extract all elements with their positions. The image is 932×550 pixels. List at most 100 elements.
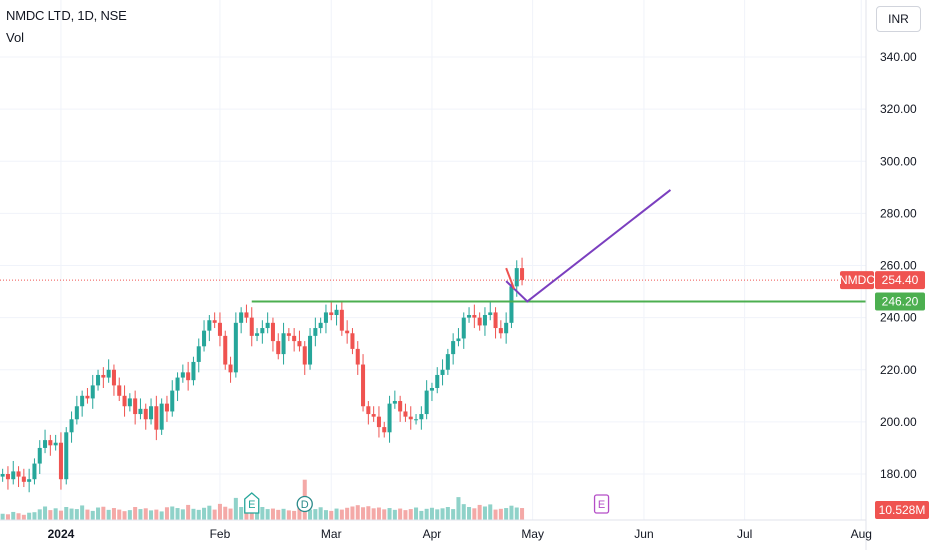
candle-body xyxy=(270,322,275,342)
volume-bar xyxy=(435,509,440,520)
dividend-marker[interactable] xyxy=(296,495,313,513)
earnings-marker-upcoming[interactable] xyxy=(593,494,610,514)
time-tick-label: Mar xyxy=(321,527,342,541)
volume-bar xyxy=(260,507,265,520)
time-tick-label: May xyxy=(521,527,544,541)
marker-letter: E xyxy=(598,499,605,511)
price-tick-label: 220.00 xyxy=(880,363,917,377)
candle-body xyxy=(149,406,154,420)
volume-bar xyxy=(419,510,424,520)
price-tick-label: 240.00 xyxy=(880,311,917,325)
volume-bar xyxy=(339,509,344,520)
volume-bar xyxy=(228,508,233,520)
candle-body xyxy=(276,341,281,355)
candle-body xyxy=(90,385,95,399)
symbol-title[interactable]: NMDC LTD, 1D, NSE xyxy=(6,8,127,23)
candle-body xyxy=(456,338,461,342)
candle-body xyxy=(58,442,63,480)
candle-body xyxy=(467,315,472,318)
candle-body xyxy=(255,333,260,336)
volume-bar xyxy=(90,510,95,520)
volume-bar xyxy=(292,510,297,520)
volume-bar xyxy=(456,497,461,520)
volume-bar xyxy=(117,509,122,520)
volume-bar xyxy=(58,510,63,520)
candle-body xyxy=(292,335,297,342)
projection-line[interactable] xyxy=(505,189,672,303)
candle-body xyxy=(159,403,164,430)
last-price-tag xyxy=(875,271,925,290)
volume-bar xyxy=(207,505,212,520)
volume-bar xyxy=(313,509,318,520)
candle-body xyxy=(85,395,90,399)
candle-body xyxy=(265,322,270,329)
candle-body xyxy=(329,312,334,316)
volume-bar xyxy=(504,508,509,520)
candle-body xyxy=(382,427,387,433)
volume-bar xyxy=(127,510,132,520)
volume-bar xyxy=(488,504,493,520)
candle-body xyxy=(180,372,185,378)
candle-body xyxy=(191,361,196,381)
volume-bar xyxy=(398,508,403,520)
volume-bar xyxy=(355,505,360,520)
candle-body xyxy=(445,354,450,370)
volume-bar xyxy=(32,512,37,520)
volume-bar xyxy=(149,510,154,520)
volume-bar xyxy=(472,508,477,520)
time-axis[interactable]: 2024 Feb Mar Apr May Jun Jul Aug xyxy=(48,527,872,541)
candle-body xyxy=(196,346,201,362)
volume-bar xyxy=(270,508,275,520)
time-tick-label: 2024 xyxy=(48,527,75,541)
candle-body xyxy=(32,463,37,480)
volume-bar xyxy=(371,508,376,520)
volume-bar xyxy=(403,510,408,520)
volume-bar xyxy=(122,511,127,520)
volume-bar xyxy=(170,506,175,520)
candle-body xyxy=(111,369,116,386)
currency-button[interactable]: INR xyxy=(876,6,921,32)
volume-bar xyxy=(96,507,101,520)
volume-bar xyxy=(429,507,434,520)
volume-bar xyxy=(111,508,116,520)
volume-bar xyxy=(53,508,58,520)
candle-body xyxy=(228,364,233,373)
candle-body xyxy=(398,401,403,412)
candle-body xyxy=(472,315,477,318)
candle-body xyxy=(302,346,307,365)
candle-body xyxy=(223,335,228,365)
candle-body xyxy=(43,440,48,448)
volume-bar xyxy=(361,507,366,520)
price-tick-label: 300.00 xyxy=(880,154,917,168)
volume-bars xyxy=(0,479,525,520)
grid-lines xyxy=(0,0,866,520)
candle-body xyxy=(175,377,180,391)
volume-bar xyxy=(159,511,164,520)
candle-body xyxy=(244,312,249,318)
volume-bar xyxy=(265,509,270,520)
volume-bar xyxy=(318,507,323,520)
candle-body xyxy=(21,476,26,482)
volume-bar xyxy=(202,507,207,520)
symbol-tag xyxy=(840,271,874,290)
volume-bar xyxy=(424,508,429,520)
earnings-marker[interactable] xyxy=(244,492,260,514)
volume-bar xyxy=(186,504,191,520)
volume-bar xyxy=(249,510,254,520)
candle-body xyxy=(233,322,238,373)
volume-bar xyxy=(345,507,350,520)
volume-bar xyxy=(323,510,328,520)
volume-bar xyxy=(133,507,138,520)
volume-indicator-label[interactable]: Vol xyxy=(6,30,25,45)
volume-bar xyxy=(244,509,249,520)
volume-bar xyxy=(276,509,281,520)
volume-bar xyxy=(451,509,456,520)
candle-body xyxy=(133,398,138,415)
volume-bar xyxy=(37,509,42,520)
volume-bar xyxy=(482,506,487,520)
candle-body xyxy=(127,398,132,407)
drawings[interactable] xyxy=(0,189,866,303)
